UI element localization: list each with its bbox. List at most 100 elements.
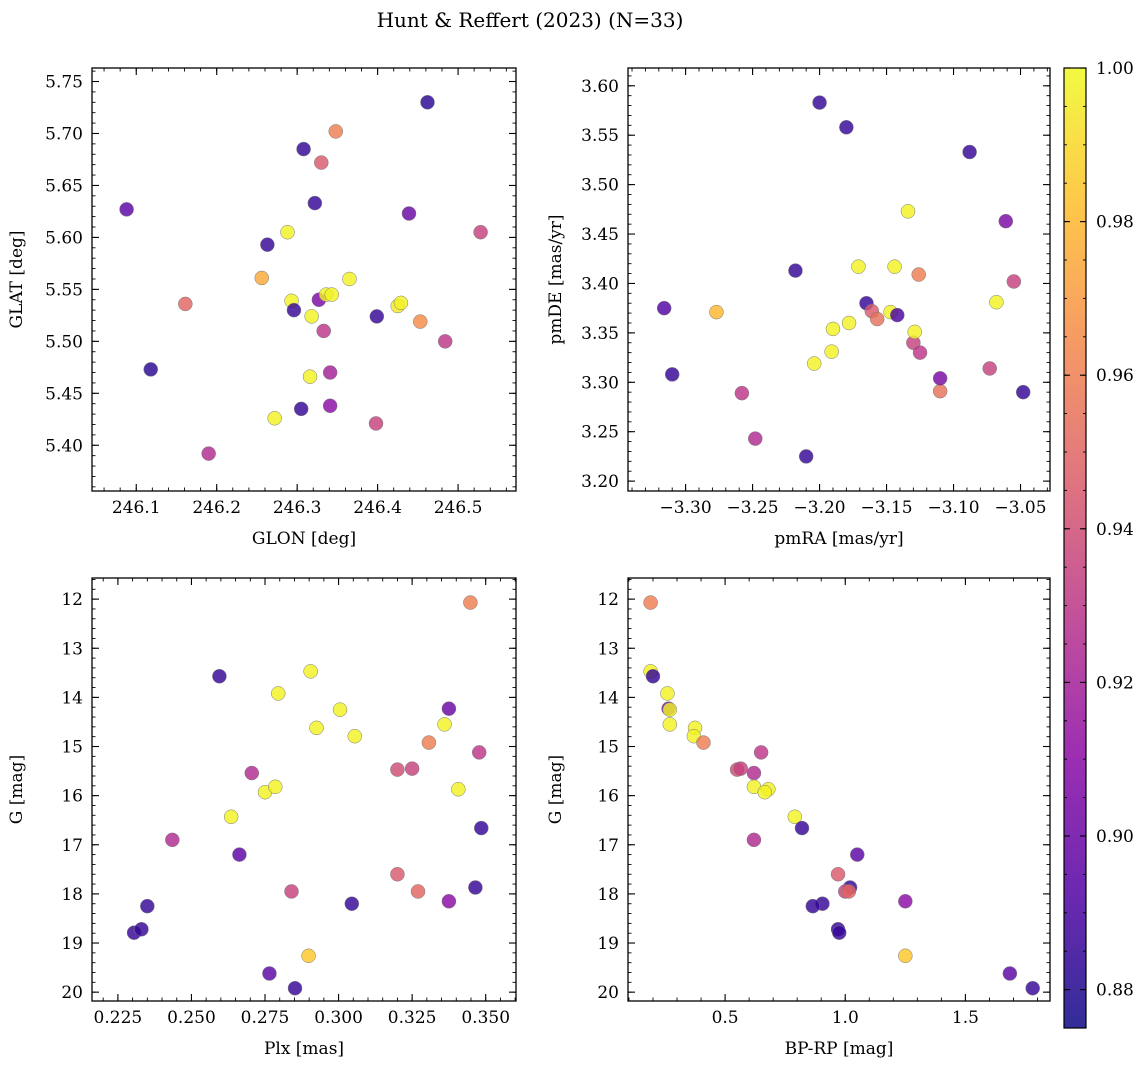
scatter-point bbox=[468, 880, 483, 895]
scatter-point bbox=[471, 745, 487, 760]
scatter-point bbox=[709, 304, 724, 320]
y-tick-label: 5.50 bbox=[45, 332, 83, 352]
y-tick-label: 15 bbox=[597, 738, 619, 758]
y-tick-label: 3.20 bbox=[581, 472, 619, 492]
scatter-point bbox=[322, 365, 338, 380]
x-tick-label: 0.225 bbox=[94, 1008, 143, 1028]
colorbar-tick-label: 0.96 bbox=[1096, 366, 1134, 386]
y-tick-label: 3.45 bbox=[581, 225, 619, 245]
x-tick-label: 246.3 bbox=[273, 498, 322, 518]
axes-frame bbox=[627, 67, 1051, 492]
x-axis-label: BP-RP [mag] bbox=[785, 1039, 894, 1059]
scatter-point bbox=[322, 398, 338, 414]
scatter-point bbox=[962, 144, 977, 160]
y-tick-label: 18 bbox=[61, 885, 83, 905]
scatter-point bbox=[328, 124, 344, 139]
y-tick-label: 16 bbox=[61, 787, 83, 807]
y-tick-label: 3.25 bbox=[581, 423, 619, 443]
scatter-point bbox=[1002, 966, 1018, 981]
scatter-point bbox=[664, 367, 680, 382]
scatter-point bbox=[660, 686, 675, 701]
scatter-point bbox=[734, 385, 750, 401]
x-axis-label: Plx [mas] bbox=[264, 1039, 344, 1059]
x-tick-label: 1.5 bbox=[952, 1008, 979, 1028]
scatter-point bbox=[787, 809, 803, 825]
scatter-point bbox=[344, 896, 360, 911]
x-tick-label: 0.325 bbox=[388, 1008, 437, 1028]
y-axis-label: GLAT [deg] bbox=[7, 230, 27, 328]
scatter-point bbox=[746, 765, 762, 781]
colorbar-tick-label: 1.00 bbox=[1096, 59, 1134, 79]
colorbar-tick-label: 0.92 bbox=[1096, 673, 1134, 693]
scatter-point bbox=[662, 717, 678, 732]
scatter-point bbox=[831, 925, 847, 940]
x-tick-label: 0.250 bbox=[167, 1008, 216, 1028]
scatter-point bbox=[841, 884, 857, 899]
scatter-point bbox=[1006, 274, 1022, 289]
scatter-point bbox=[223, 809, 239, 825]
y-tick-label: 5.60 bbox=[45, 228, 83, 248]
y-tick-label: 14 bbox=[597, 688, 619, 708]
scatter-point bbox=[369, 309, 385, 324]
scatter-point bbox=[830, 866, 846, 882]
scatter-point bbox=[645, 669, 661, 684]
scatter-point bbox=[437, 334, 453, 349]
scatter-point bbox=[982, 361, 997, 376]
y-tick-label: 20 bbox=[61, 983, 83, 1003]
scatter-point bbox=[296, 141, 311, 157]
scatter-point bbox=[839, 120, 854, 135]
scatter-point bbox=[451, 782, 466, 797]
scatter-point bbox=[303, 664, 318, 679]
scatter-point bbox=[441, 701, 457, 716]
scatter-point bbox=[254, 270, 270, 286]
scatter-points bbox=[643, 595, 1040, 996]
x-tick-label: 246.5 bbox=[434, 498, 483, 518]
y-tick-label: 3.50 bbox=[581, 176, 619, 196]
y-tick-label: 16 bbox=[597, 787, 619, 807]
scatter-point bbox=[287, 980, 303, 996]
scatter-point bbox=[1025, 980, 1040, 996]
x-tick-label: 1.0 bbox=[832, 1008, 859, 1028]
scatter-point bbox=[753, 745, 769, 760]
scatter-point bbox=[293, 401, 309, 417]
scatter-point bbox=[324, 287, 340, 302]
scatter-point bbox=[393, 295, 409, 311]
y-tick-label: 5.55 bbox=[45, 280, 83, 300]
scatter-point bbox=[907, 324, 922, 340]
axes-frame bbox=[91, 67, 517, 492]
x-tick-label: 246.1 bbox=[112, 498, 161, 518]
scatter-point bbox=[851, 259, 866, 274]
y-tick-label: 3.35 bbox=[581, 324, 619, 344]
panel-4: 0.5 1.0 1.5 12 13 14 15 16 17 18 19 20 BP-RP [mag] G … bbox=[546, 577, 1051, 1059]
scatter-point bbox=[932, 383, 948, 399]
scatter-point bbox=[911, 267, 926, 282]
colorbar: 0.88 0.90 0.92 0.94 0.96 0.98 1.00 bbox=[1063, 59, 1134, 1029]
scatter-point bbox=[178, 296, 193, 312]
scatter-points bbox=[126, 595, 489, 996]
scatter-point bbox=[806, 356, 822, 371]
scatter-point bbox=[119, 202, 134, 217]
scatter-point bbox=[788, 263, 803, 278]
scatter-point bbox=[850, 847, 865, 862]
x-axis-label: GLON [deg] bbox=[252, 529, 356, 549]
y-tick-label: 13 bbox=[597, 639, 619, 659]
y-tick-label: 19 bbox=[61, 934, 83, 954]
scatter-point bbox=[437, 717, 452, 732]
scatter-point bbox=[201, 446, 216, 461]
panel-1: 246.1 246.2 246.3 246.4 246.5 5.40 5.45 5.50 5.5… bbox=[7, 67, 517, 549]
colorbar-tick-label: 0.98 bbox=[1096, 213, 1134, 233]
scatter-point bbox=[696, 735, 711, 750]
scatter-point bbox=[912, 345, 928, 360]
scatter-point bbox=[143, 362, 158, 377]
y-tick-label: 5.70 bbox=[45, 124, 83, 144]
y-tick-label: 12 bbox=[61, 590, 83, 610]
scatter-point bbox=[271, 686, 286, 701]
y-tick-label: 18 bbox=[597, 885, 619, 905]
colorbar-frame bbox=[1063, 67, 1087, 1029]
y-tick-label: 5.65 bbox=[45, 176, 83, 196]
scatter-point bbox=[307, 195, 323, 211]
scatter-point bbox=[748, 431, 763, 446]
scatter-points bbox=[656, 95, 1031, 464]
y-tick-label: 15 bbox=[61, 738, 83, 758]
x-tick-label: 0.5 bbox=[712, 1008, 739, 1028]
